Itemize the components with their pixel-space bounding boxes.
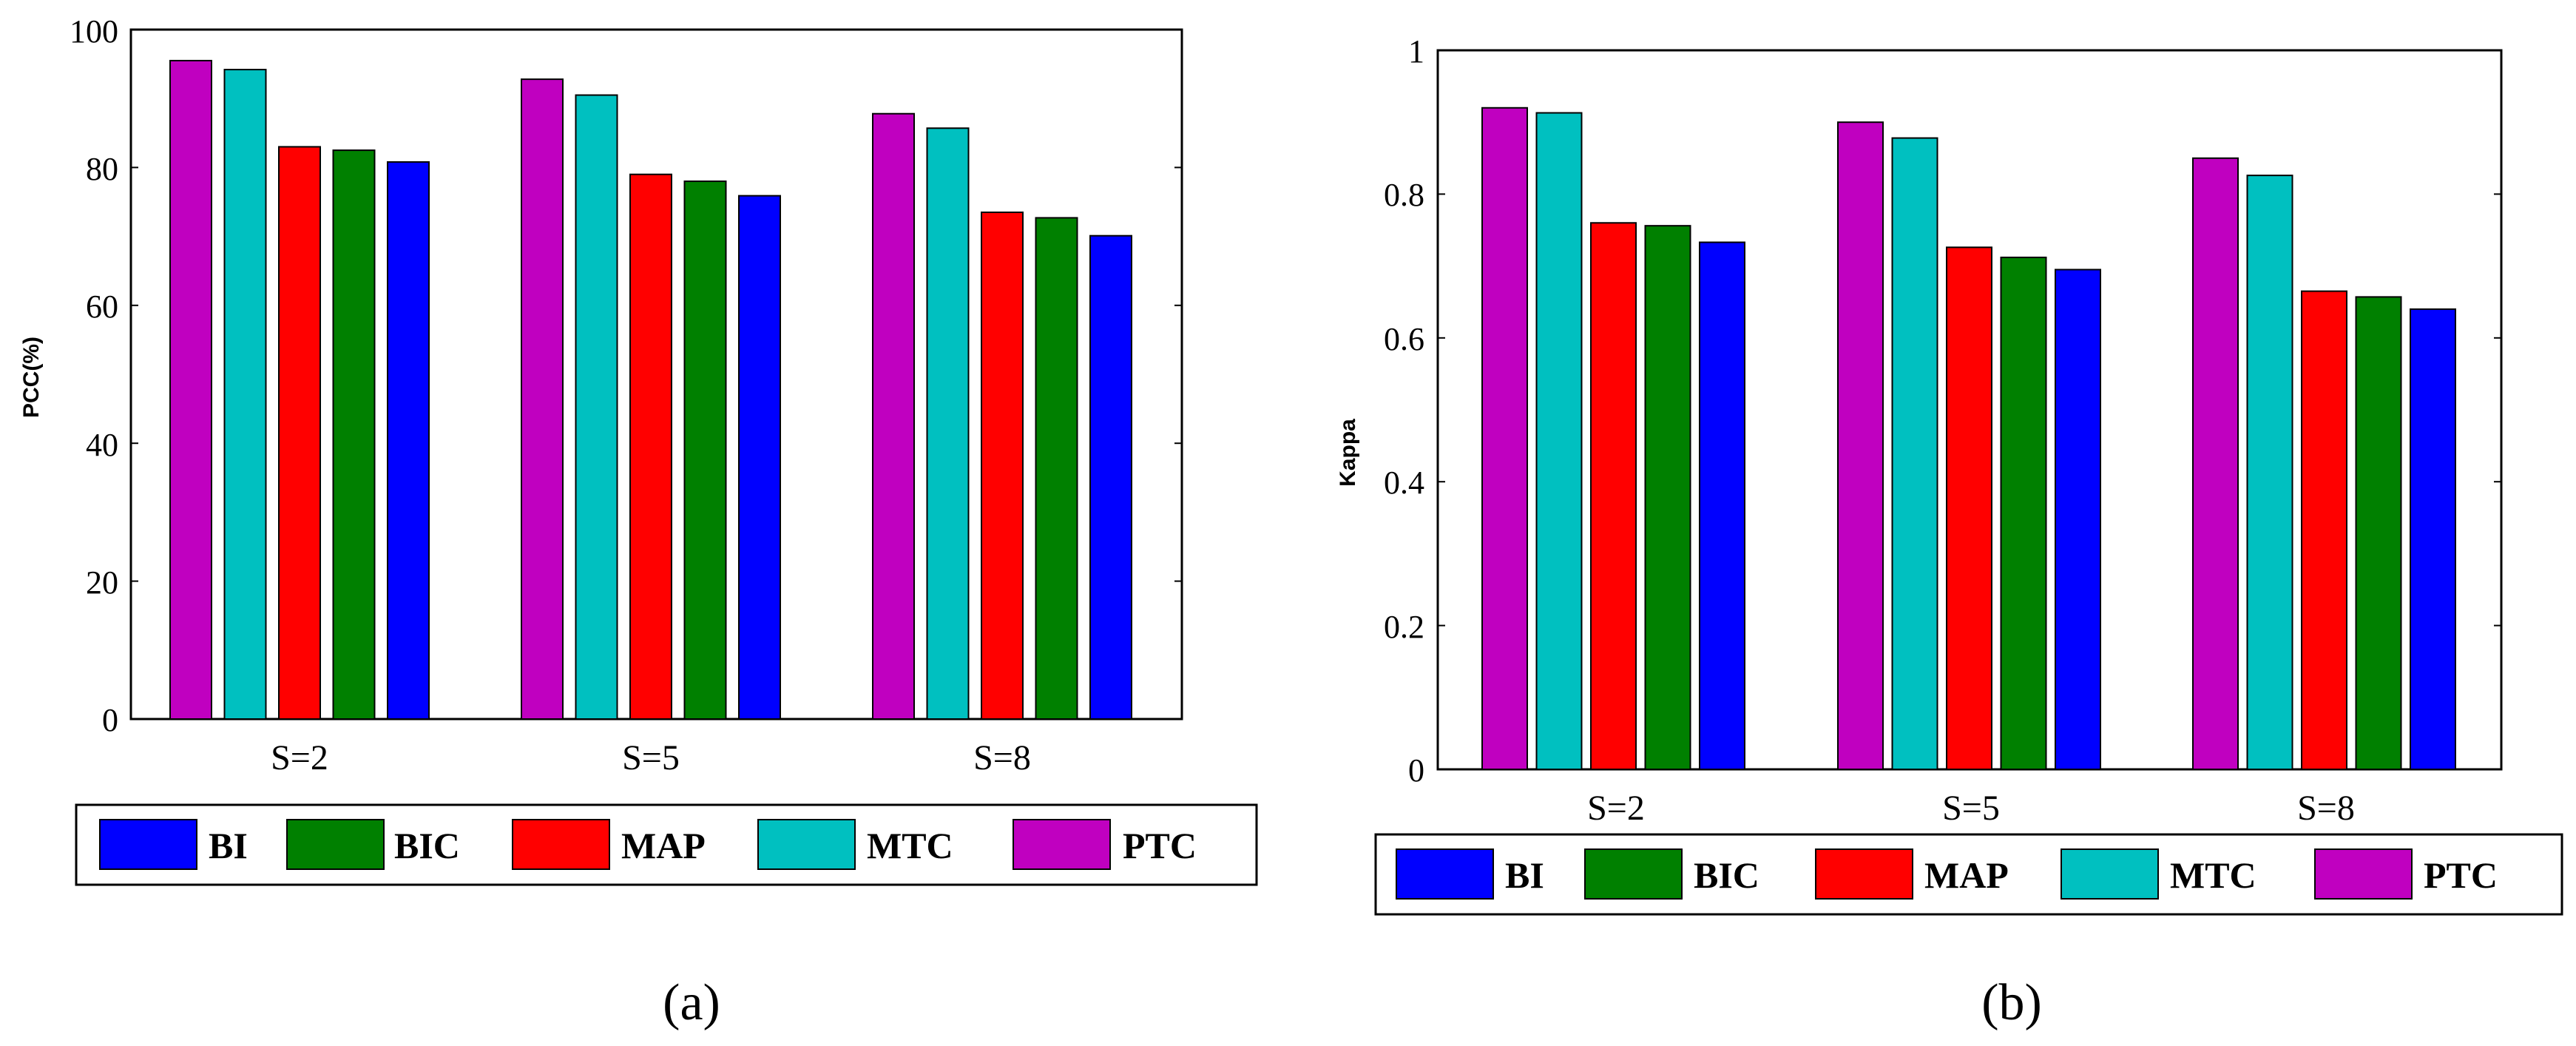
chart-b: 0 0.2 0.4 0.6 0.8 1 S=2 S=5 S=8 Kappa BI… bbox=[1336, 33, 2563, 1031]
chart-a-bar-ptc-s2 bbox=[169, 59, 212, 720]
chart-a: 0 20 40 60 80 100 S=2 S=5 S=8 PCC(%) BI … bbox=[19, 13, 1258, 1031]
chart-b-legend-swatch-mtc bbox=[2061, 848, 2159, 900]
chart-b-bar-map-s2 bbox=[1590, 222, 1637, 770]
chart-b-bar-ptc-s2 bbox=[1481, 107, 1528, 770]
chart-a-legend-swatch-map bbox=[512, 819, 610, 870]
chart-a-legend-label-mtc: MTC bbox=[867, 825, 953, 866]
chart-b-legend-label-ptc: PTC bbox=[2424, 854, 2498, 896]
chart-b-bar-bi-s5 bbox=[2055, 269, 2101, 770]
chart-a-tick-label-60: 60 bbox=[86, 289, 118, 325]
chart-b-bar-ptc-s8 bbox=[2192, 157, 2239, 771]
chart-b-legend-swatch-bic bbox=[1584, 848, 1683, 900]
chart-b-bar-map-s5 bbox=[1946, 246, 1992, 770]
chart-a-bars bbox=[169, 59, 1132, 721]
chart-a-bar-mtc-s2 bbox=[223, 69, 267, 720]
chart-a-legend-swatch-ptc bbox=[1013, 819, 1111, 870]
chart-a-bar-bic-s2 bbox=[332, 149, 376, 721]
chart-b-legend-swatch-bi bbox=[1396, 848, 1494, 900]
chart-b-legend-label-map: MAP bbox=[1924, 854, 2009, 896]
chart-b-tick-label-1: 1 bbox=[1408, 33, 1424, 70]
chart-a-tick-label-100: 100 bbox=[70, 13, 118, 50]
chart-a-legend: BI BIC MAP MTC PTC bbox=[75, 803, 1258, 886]
chart-a-tick-label-80: 80 bbox=[86, 151, 118, 187]
chart-a-bar-map-s5 bbox=[629, 173, 672, 721]
chart-b-bar-ptc-s5 bbox=[1837, 121, 1884, 770]
chart-b-legend-label-mtc: MTC bbox=[2170, 854, 2256, 896]
chart-a-category-s5: S=5 bbox=[622, 738, 680, 777]
chart-a-y-axis-label: PCC(%) bbox=[19, 337, 44, 418]
chart-a-legend-label-bic: BIC bbox=[394, 825, 460, 866]
chart-a-legend-swatch-mtc bbox=[757, 819, 856, 870]
chart-b-bar-map-s8 bbox=[2301, 290, 2347, 770]
chart-a-bar-bi-s5 bbox=[738, 195, 781, 720]
chart-a-bar-mtc-s5 bbox=[575, 94, 618, 721]
chart-a-bar-bi-s2 bbox=[387, 161, 430, 721]
chart-a-legend-label-ptc: PTC bbox=[1123, 825, 1197, 866]
chart-b-caption: (b) bbox=[1981, 974, 2042, 1031]
chart-b-category-s8: S=8 bbox=[2297, 789, 2355, 828]
chart-a-category-s2: S=2 bbox=[271, 738, 328, 777]
chart-b-legend-swatch-map bbox=[1815, 848, 1913, 900]
chart-a-bar-bic-s5 bbox=[683, 180, 727, 721]
chart-b-bar-mtc-s8 bbox=[2246, 175, 2293, 771]
chart-a-bar-bic-s8 bbox=[1035, 217, 1078, 721]
chart-b-bar-bic-s2 bbox=[1644, 225, 1691, 770]
chart-b-ticks bbox=[1438, 50, 2501, 770]
chart-a-legend-swatch-bi bbox=[99, 819, 197, 870]
chart-a-bar-ptc-s8 bbox=[872, 112, 915, 721]
chart-b-legend-swatch-ptc bbox=[2314, 848, 2413, 900]
chart-a-tick-label-40: 40 bbox=[86, 427, 118, 463]
chart-a-legend-label-bi: BI bbox=[209, 825, 248, 866]
chart-b-tick-label-0-6: 0.6 bbox=[1384, 321, 1424, 357]
chart-a-bar-map-s8 bbox=[981, 211, 1024, 721]
chart-b-bar-mtc-s2 bbox=[1535, 112, 1583, 770]
chart-b-bar-bic-s8 bbox=[2355, 296, 2402, 770]
chart-b-legend-label-bi: BI bbox=[1505, 854, 1544, 896]
chart-a-bar-bi-s8 bbox=[1089, 234, 1132, 720]
chart-b-tick-label-0-8: 0.8 bbox=[1384, 177, 1424, 213]
chart-a-bar-map-s2 bbox=[278, 146, 321, 720]
chart-b-legend-label-bic: BIC bbox=[1694, 854, 1759, 896]
chart-a-ticks bbox=[131, 29, 1182, 720]
chart-b-bar-bic-s5 bbox=[2000, 256, 2047, 771]
chart-a-tick-label-20: 20 bbox=[86, 564, 118, 601]
chart-b-tick-label-0-4: 0.4 bbox=[1384, 465, 1424, 501]
chart-a-category-s8: S=8 bbox=[973, 738, 1031, 777]
chart-b-bar-bi-s8 bbox=[2410, 308, 2456, 771]
chart-b-bars bbox=[1481, 107, 2456, 771]
chart-b-category-s5: S=5 bbox=[1942, 789, 2000, 828]
chart-b-y-axis-label: Kappa bbox=[1336, 419, 1360, 487]
chart-b-bar-mtc-s5 bbox=[1891, 137, 1938, 771]
chart-b-legend: BI BIC MAP MTC PTC bbox=[1374, 833, 2563, 916]
chart-b-tick-label-0-2: 0.2 bbox=[1384, 609, 1424, 645]
chart-a-bar-ptc-s5 bbox=[521, 78, 564, 720]
chart-b-bar-bi-s2 bbox=[1699, 241, 1745, 770]
chart-a-legend-label-map: MAP bbox=[621, 825, 706, 866]
chart-b-category-s2: S=2 bbox=[1587, 789, 1645, 828]
chart-a-bar-mtc-s8 bbox=[926, 127, 970, 720]
chart-a-tick-label-0: 0 bbox=[102, 702, 118, 738]
chart-b-tick-label-0: 0 bbox=[1408, 752, 1424, 789]
chart-a-caption: (a) bbox=[663, 974, 720, 1031]
chart-a-legend-swatch-bic bbox=[286, 819, 385, 870]
